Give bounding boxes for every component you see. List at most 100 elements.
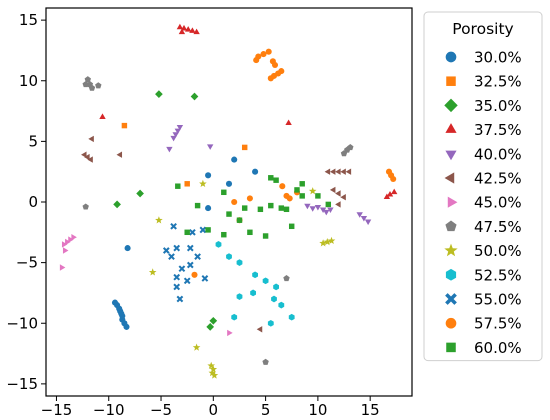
point-s12-11 (257, 206, 264, 213)
point-s5-10 (329, 186, 336, 194)
y-tick-label-4: 5 (28, 132, 38, 150)
point-s4-12 (356, 212, 363, 218)
legend-marker-10 (445, 293, 457, 305)
legend-label-4: 40.0% (474, 145, 522, 163)
point-s10-10 (189, 228, 196, 236)
point-s9-12 (267, 319, 274, 327)
point-s5-2 (81, 151, 87, 158)
legend-marker-5 (444, 172, 455, 184)
legend-marker-0 (445, 51, 457, 63)
legend-label-7: 47.5% (474, 218, 522, 236)
point-s3-7 (285, 119, 292, 126)
point-s8-1 (209, 365, 218, 373)
point-s7-5 (82, 203, 89, 210)
point-s12-7 (268, 202, 274, 209)
point-s4-0 (172, 132, 179, 138)
legend-marker-8 (444, 243, 458, 257)
y-tick-label-5: 10 (19, 72, 38, 90)
point-s5-1 (87, 156, 93, 163)
point-s11-12 (390, 175, 397, 183)
legend-label-12: 60.0% (474, 339, 522, 357)
point-s5-11 (335, 190, 341, 197)
y-tick-label-6: 15 (19, 11, 38, 29)
point-s12-4 (299, 193, 305, 199)
point-s5-14 (256, 326, 263, 333)
point-s2-3 (113, 200, 121, 209)
point-s5-3 (88, 135, 94, 143)
point-s3-10 (391, 188, 398, 195)
legend-marker-11 (445, 317, 457, 329)
legend-marker-1 (446, 76, 456, 86)
point-s6-2 (68, 236, 74, 243)
point-s11-2 (265, 48, 272, 55)
legend-label-8: 50.0% (474, 242, 522, 260)
point-s4-6 (309, 206, 316, 212)
point-s9-1 (226, 253, 232, 260)
point-s7-2 (88, 84, 96, 91)
legend-marker-6 (447, 196, 458, 208)
point-s0-10 (205, 205, 212, 212)
plot-area-frame (45, 7, 413, 397)
point-s10-7 (194, 253, 201, 260)
legend-label-6: 45.0% (474, 194, 522, 212)
point-s11-9 (278, 68, 285, 75)
point-s10-2 (173, 244, 181, 252)
point-s9-9 (250, 289, 257, 297)
point-s9-4 (262, 277, 269, 285)
point-s12-22 (184, 229, 190, 236)
point-s8-9 (327, 236, 336, 245)
point-s5-13 (335, 201, 341, 208)
legend-label-9: 52.5% (474, 266, 522, 284)
axis-ticks: −15 −10 −5 0 5 10 15 −15 −10 −5 0 5 10 15 (6, 11, 379, 419)
point-s4-5 (207, 144, 214, 150)
point-s9-3 (252, 271, 259, 279)
y-tick-label-2: −5 (16, 254, 38, 272)
point-s7-0 (84, 76, 91, 83)
point-s12-8 (278, 205, 285, 211)
point-s0-12 (231, 156, 238, 163)
point-s4-8 (319, 207, 327, 213)
legend-marker-9 (445, 268, 457, 281)
point-s6-0 (61, 241, 68, 248)
point-s6-6 (227, 329, 233, 337)
point-s7-10 (262, 358, 269, 365)
point-s4-4 (166, 146, 173, 153)
point-s9-0 (215, 241, 222, 248)
point-s1-1 (184, 181, 190, 187)
point-s11-17 (279, 183, 286, 190)
point-s4-13 (360, 215, 368, 222)
point-s4-11 (304, 203, 311, 210)
x-tick-label-0: −15 (41, 401, 73, 419)
point-s8-8 (323, 238, 332, 246)
legend-title: Porosity (452, 20, 513, 38)
point-s7-9 (283, 275, 290, 282)
point-s6-3 (71, 234, 77, 241)
point-s9-7 (288, 313, 295, 321)
point-s6-5 (59, 264, 66, 271)
point-s12-6 (325, 201, 332, 208)
point-s0-14 (205, 172, 212, 179)
point-s8-7 (319, 239, 327, 247)
point-s10-5 (183, 277, 191, 285)
point-s5-9 (345, 168, 352, 175)
point-s6-1 (65, 238, 71, 246)
point-s3-1 (180, 24, 188, 31)
point-s3-2 (185, 26, 192, 32)
point-s5-12 (340, 194, 346, 201)
point-s12-2 (294, 187, 300, 193)
point-s6-4 (62, 247, 69, 254)
point-s5-4 (116, 151, 123, 158)
point-s11-5 (271, 61, 279, 69)
point-s11-13 (231, 198, 238, 206)
point-s0-13 (252, 168, 259, 175)
point-s4-1 (174, 128, 181, 135)
x-tick-label-6: 15 (361, 401, 380, 419)
point-s3-5 (178, 28, 186, 35)
point-s3-8 (383, 193, 391, 200)
point-s2-2 (136, 189, 144, 198)
point-s7-3 (82, 81, 89, 88)
point-s10-0 (162, 247, 170, 254)
point-s11-19 (191, 271, 198, 278)
point-s12-9 (283, 206, 290, 213)
